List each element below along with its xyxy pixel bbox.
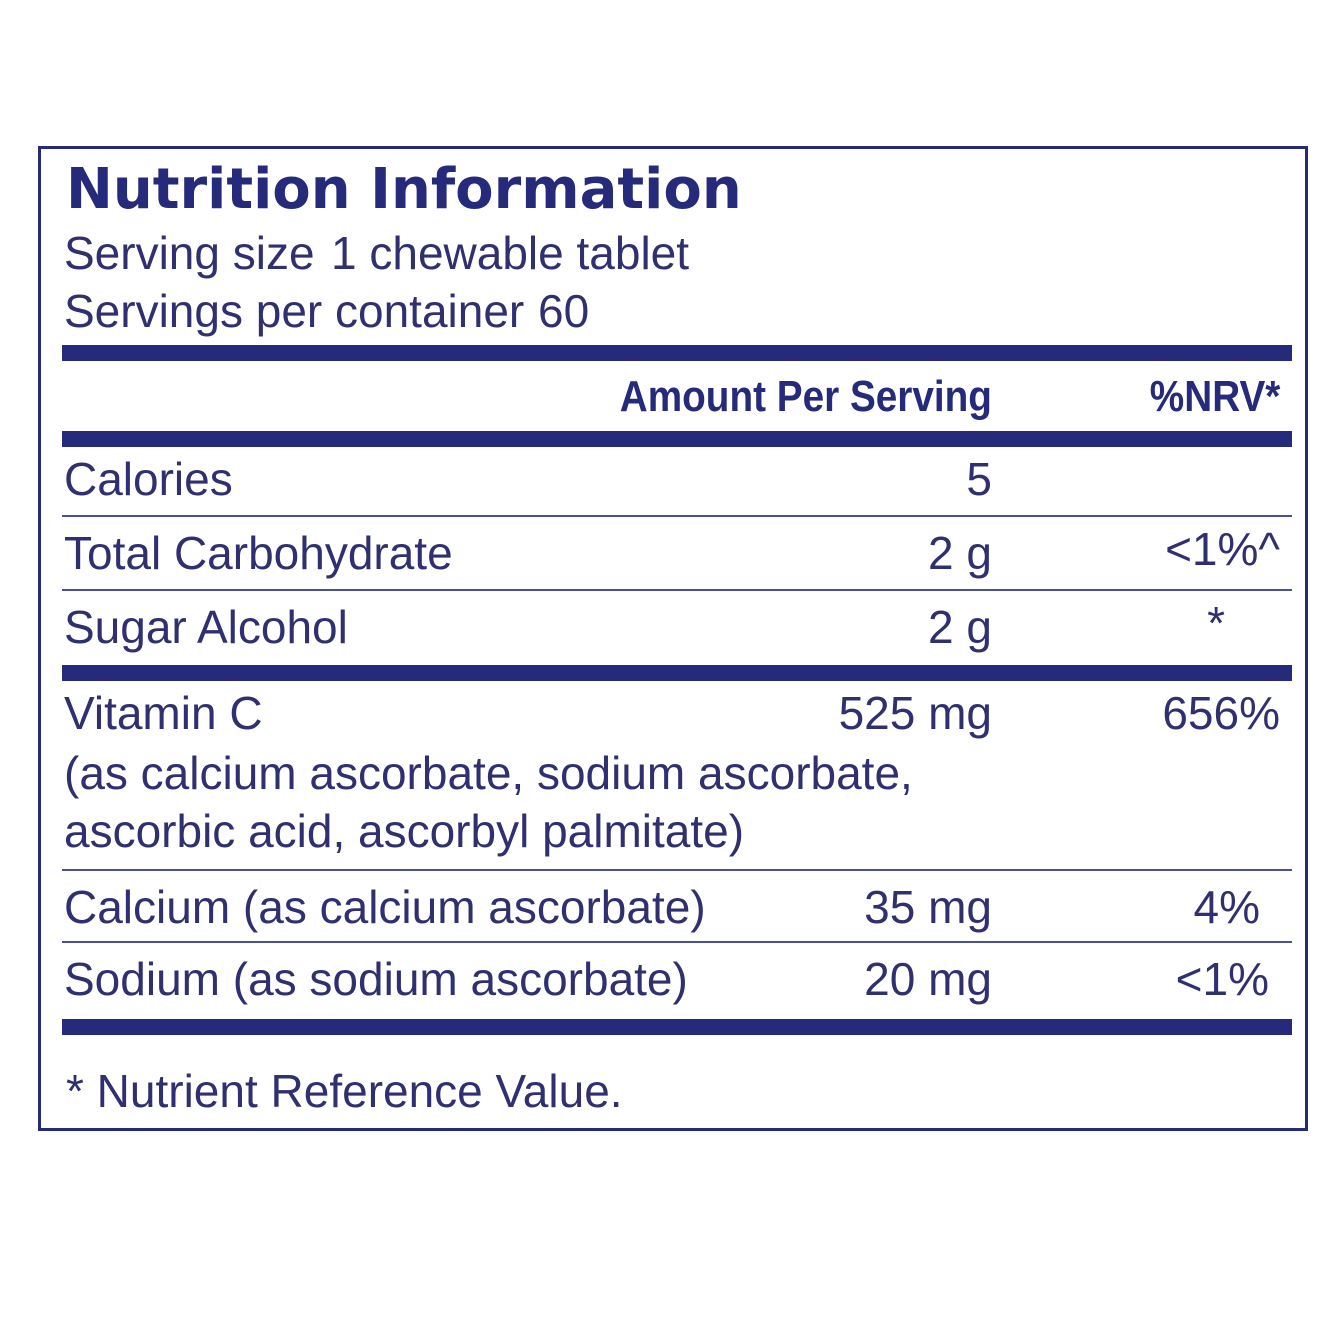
header-nrv: %NRV* [1149, 372, 1280, 421]
divider-thick [62, 665, 1292, 681]
servings-per-container-value: 60 [538, 285, 590, 337]
header-amount-per-serving: Amount Per Serving [619, 372, 992, 421]
servings-per-container-label: Servings per container [64, 285, 525, 337]
divider-thick [62, 431, 1292, 447]
row-amount-sodium: 20 mg [864, 953, 992, 1005]
serving-size-label: Serving size [64, 227, 315, 279]
divider-thin [62, 589, 1292, 591]
row-nrv-total-carbohydrate: <1%^ [1165, 523, 1280, 575]
row-name-total-carbohydrate: Total Carbohydrate [64, 527, 453, 579]
divider-thin [62, 515, 1292, 517]
row-amount-calcium: 35 mg [864, 881, 992, 933]
row-nrv-sodium: <1% [1175, 953, 1269, 1005]
row-amount-calories: 5 [966, 453, 992, 505]
nutrition-panel: Nutrition Information Serving size 1 che… [38, 146, 1308, 1131]
row-name-sugar-alcohol: Sugar Alcohol [64, 601, 348, 653]
row-nrv-vitamin-c: 656% [1162, 687, 1280, 739]
row-amount-total-carbohydrate: 2 g [928, 527, 992, 579]
divider-thick [62, 345, 1292, 361]
row-name-calcium: Calcium (as calcium ascorbate) [64, 881, 706, 933]
row-name-vitamin-c: Vitamin C [64, 687, 263, 739]
panel-title: Nutrition Information [66, 157, 742, 222]
row-name-calories: Calories [64, 453, 233, 505]
divider-thin [62, 869, 1292, 871]
serving-size-value: 1 chewable tablet [331, 227, 690, 279]
divider-thin [62, 941, 1292, 943]
divider-thick [62, 1019, 1292, 1035]
row-amount-sugar-alcohol: 2 g [928, 601, 992, 653]
footnote: * Nutrient Reference Value. [66, 1065, 623, 1117]
row-amount-vitamin-c: 525 mg [838, 687, 992, 739]
row-nrv-sugar-alcohol: * [1207, 597, 1225, 649]
vitamin-c-note-line-1: (as calcium ascorbate, sodium ascorbate, [64, 747, 913, 799]
row-nrv-calcium: 4% [1193, 881, 1260, 933]
row-name-sodium: Sodium (as sodium ascorbate) [64, 953, 688, 1005]
vitamin-c-note-line-2: ascorbic acid, ascorbyl palmitate) [64, 805, 745, 857]
